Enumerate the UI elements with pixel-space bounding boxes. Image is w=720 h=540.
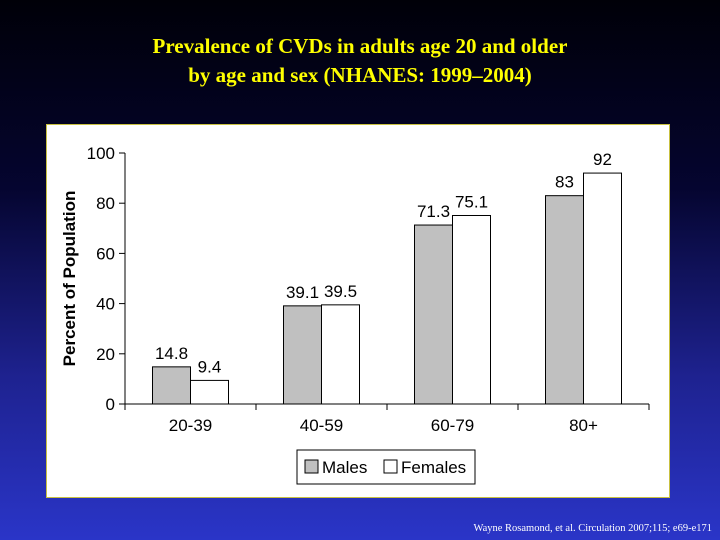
data-label-females: 9.4 (198, 357, 222, 376)
x-tick-label: 40-59 (300, 416, 343, 435)
y-tick-label: 40 (96, 295, 115, 314)
x-tick-label: 80+ (569, 416, 598, 435)
chart-panel: 0 20 40 60 80 100 Percent of Population 14.8 9.4… (46, 124, 670, 498)
y-tick-label: 20 (96, 345, 115, 364)
slide-title: Prevalence of CVDs in adults age 20 and … (0, 32, 720, 90)
data-label-males: 39.1 (286, 283, 319, 302)
data-label-males: 83 (555, 173, 574, 192)
data-label-males: 14.8 (155, 344, 188, 363)
legend-label-females: Females (401, 458, 466, 477)
bar-females (583, 172, 622, 405)
y-tick-label: 80 (96, 194, 115, 213)
data-label-females: 75.1 (455, 192, 488, 211)
y-axis-title: Percent of Population (60, 191, 79, 367)
bar-females (321, 304, 360, 405)
legend-swatch-males (304, 459, 319, 474)
bar-chart: 0 20 40 60 80 100 Percent of Population 14.8 9.4… (60, 144, 650, 485)
y-tick-label: 60 (96, 244, 115, 263)
bar-males (414, 224, 453, 405)
x-tick-label: 20-39 (169, 416, 212, 435)
data-label-females: 92 (593, 150, 612, 169)
bar-males (545, 195, 584, 405)
bar-males (152, 366, 191, 405)
bar-females (452, 214, 491, 405)
y-tick-label: 100 (87, 144, 115, 163)
citation: Wayne Rosamond, et al. Circulation 2007;… (473, 523, 712, 534)
data-label-males: 71.3 (417, 202, 450, 221)
y-tick-label: 0 (106, 395, 115, 414)
bar-males (283, 305, 322, 405)
data-label-females: 39.5 (324, 282, 357, 301)
title-line-2: by age and sex (NHANES: 1999–2004) (188, 63, 532, 87)
bar-females (190, 379, 229, 405)
legend-swatch-females (383, 459, 398, 474)
x-tick-label: 60-79 (431, 416, 474, 435)
legend-label-males: Males (322, 458, 367, 477)
title-line-1: Prevalence of CVDs in adults age 20 and … (152, 34, 568, 58)
